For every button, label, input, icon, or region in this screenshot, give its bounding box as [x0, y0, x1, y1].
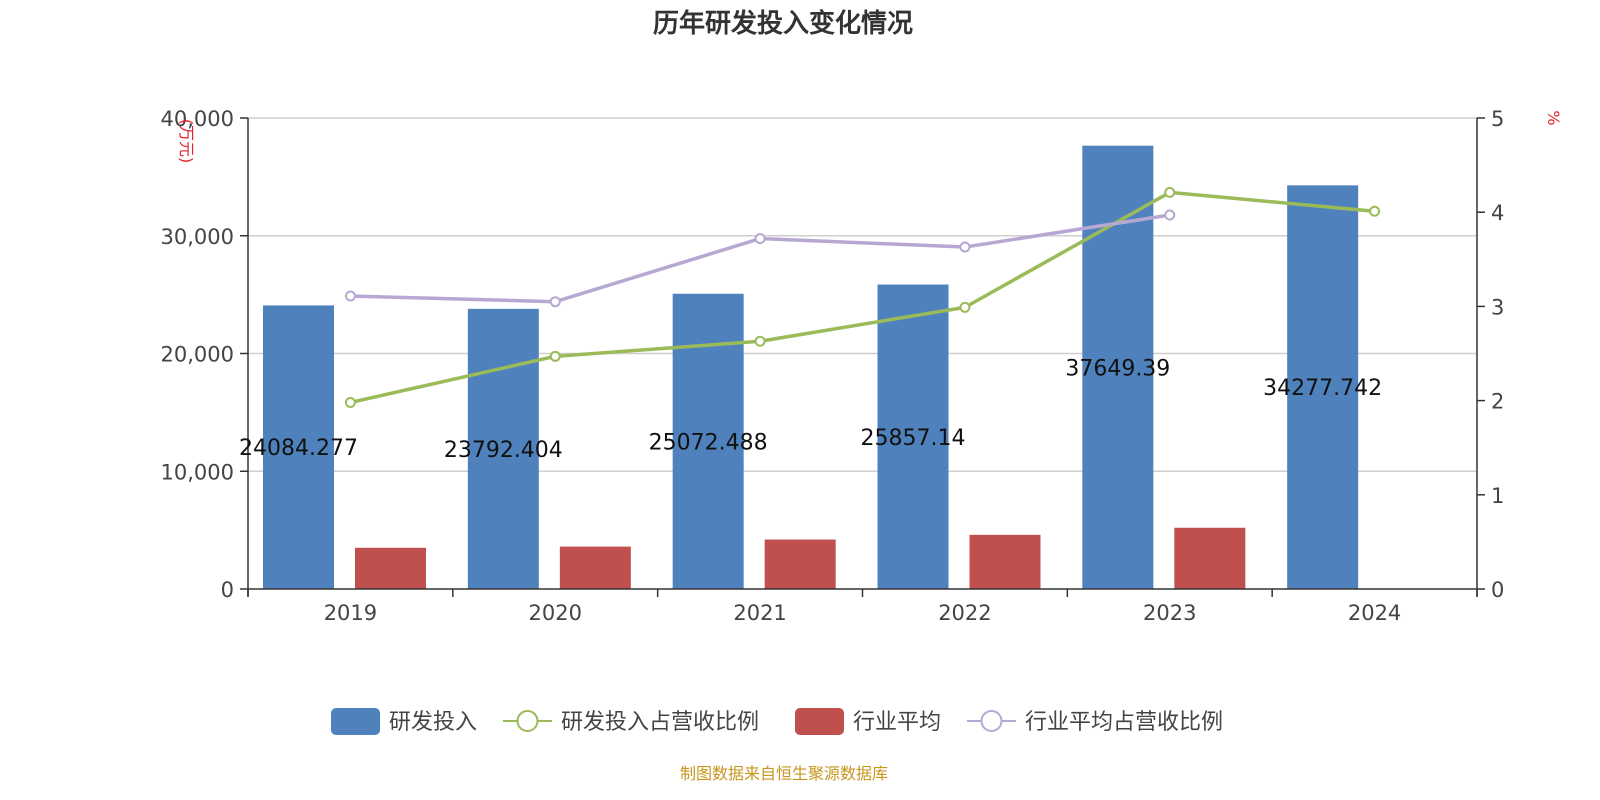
axes: 0 10,000 20,000 30,000 40,000 0 1 2 3 4 5 2019 2020 2… [161, 107, 1505, 625]
left-axis-tick-label: 30,000 [161, 225, 234, 249]
bar-marks [263, 145, 1359, 590]
bar-data-label: 23792.404 [444, 438, 563, 463]
legend-label: 行业平均占营收比例 [1025, 710, 1223, 735]
line-point [754, 233, 766, 245]
gridlines [248, 117, 1477, 472]
bar-data-label: 24084.277 [239, 436, 358, 461]
line-point [549, 296, 561, 308]
legend-swatch-marker [516, 710, 539, 732]
x-axis-tick-label: 2020 [529, 601, 582, 625]
left-axis-tick-label: 0 [221, 578, 234, 602]
right-axis-tick-label: 4 [1491, 201, 1504, 225]
left-axis-unit: (万元) [177, 119, 196, 164]
source-note: 制图数据来自恒生聚源数据库 [680, 764, 888, 783]
x-axis-tick-label: 2023 [1143, 601, 1196, 625]
x-axis-tick-label: 2022 [938, 601, 991, 625]
x-axis-tick-label: 2019 [324, 601, 377, 625]
legend-swatch-bar [795, 708, 844, 735]
right-axis-tick-label: 0 [1491, 578, 1504, 602]
line-point [1164, 209, 1176, 221]
bar-rd-investment [467, 308, 539, 589]
right-axis-tick-label: 2 [1491, 390, 1504, 414]
bar-industry-average [355, 547, 426, 589]
bar-data-label: 25072.488 [649, 430, 768, 455]
bar-industry-average [1174, 527, 1246, 589]
line-industry-ratio [350, 213, 1171, 304]
bar-data-label: 34277.742 [1263, 376, 1382, 401]
left-axis-tick-label: 10,000 [161, 460, 234, 484]
legend-label: 研发投入 [389, 710, 477, 735]
left-axis-tick-label: 20,000 [161, 343, 234, 367]
right-axis-tick-label: 5 [1491, 107, 1504, 131]
line-point [344, 290, 356, 302]
legend-label: 行业平均 [853, 710, 941, 735]
bar-rd-investment [877, 284, 949, 589]
line-rd-ratio [350, 190, 1375, 405]
right-axis-unit: % [1544, 110, 1563, 125]
data-labels: 24084.277 23792.404 25072.488 25857.14 37649… [239, 356, 1382, 463]
bar-rd-investment [263, 305, 334, 589]
line-point [1369, 205, 1381, 217]
line-point [344, 396, 356, 408]
line-point [549, 350, 561, 362]
legend-label: 研发投入占营收比例 [561, 710, 759, 735]
bar-industry-average [559, 546, 631, 589]
line-point [959, 241, 971, 253]
line-point [959, 301, 971, 313]
right-axis-tick-label: 1 [1491, 484, 1504, 508]
right-axis-tick-label: 3 [1491, 295, 1504, 319]
bar-industry-average [969, 534, 1041, 589]
line-point [1164, 186, 1176, 198]
bar-data-label: 25857.14 [861, 426, 966, 451]
line-marks [344, 186, 1381, 408]
bar-data-label: 37649.39 [1065, 356, 1170, 381]
bar-industry-average [764, 539, 836, 589]
legend-swatch-bar [331, 708, 380, 735]
x-axis-tick-label: 2021 [733, 601, 786, 625]
bar-rd-investment [1287, 185, 1359, 590]
x-axis-tick-label: 2024 [1348, 601, 1401, 625]
legend: 研发投入 研发投入占营收比例 行业平均 行业平均占营收比例 [331, 708, 1223, 735]
chart-title: 历年研发投入变化情况 [653, 8, 913, 39]
legend-swatch-marker [980, 710, 1003, 732]
line-point [754, 335, 766, 347]
left-axis-tick-label: 40,000 [161, 107, 234, 131]
